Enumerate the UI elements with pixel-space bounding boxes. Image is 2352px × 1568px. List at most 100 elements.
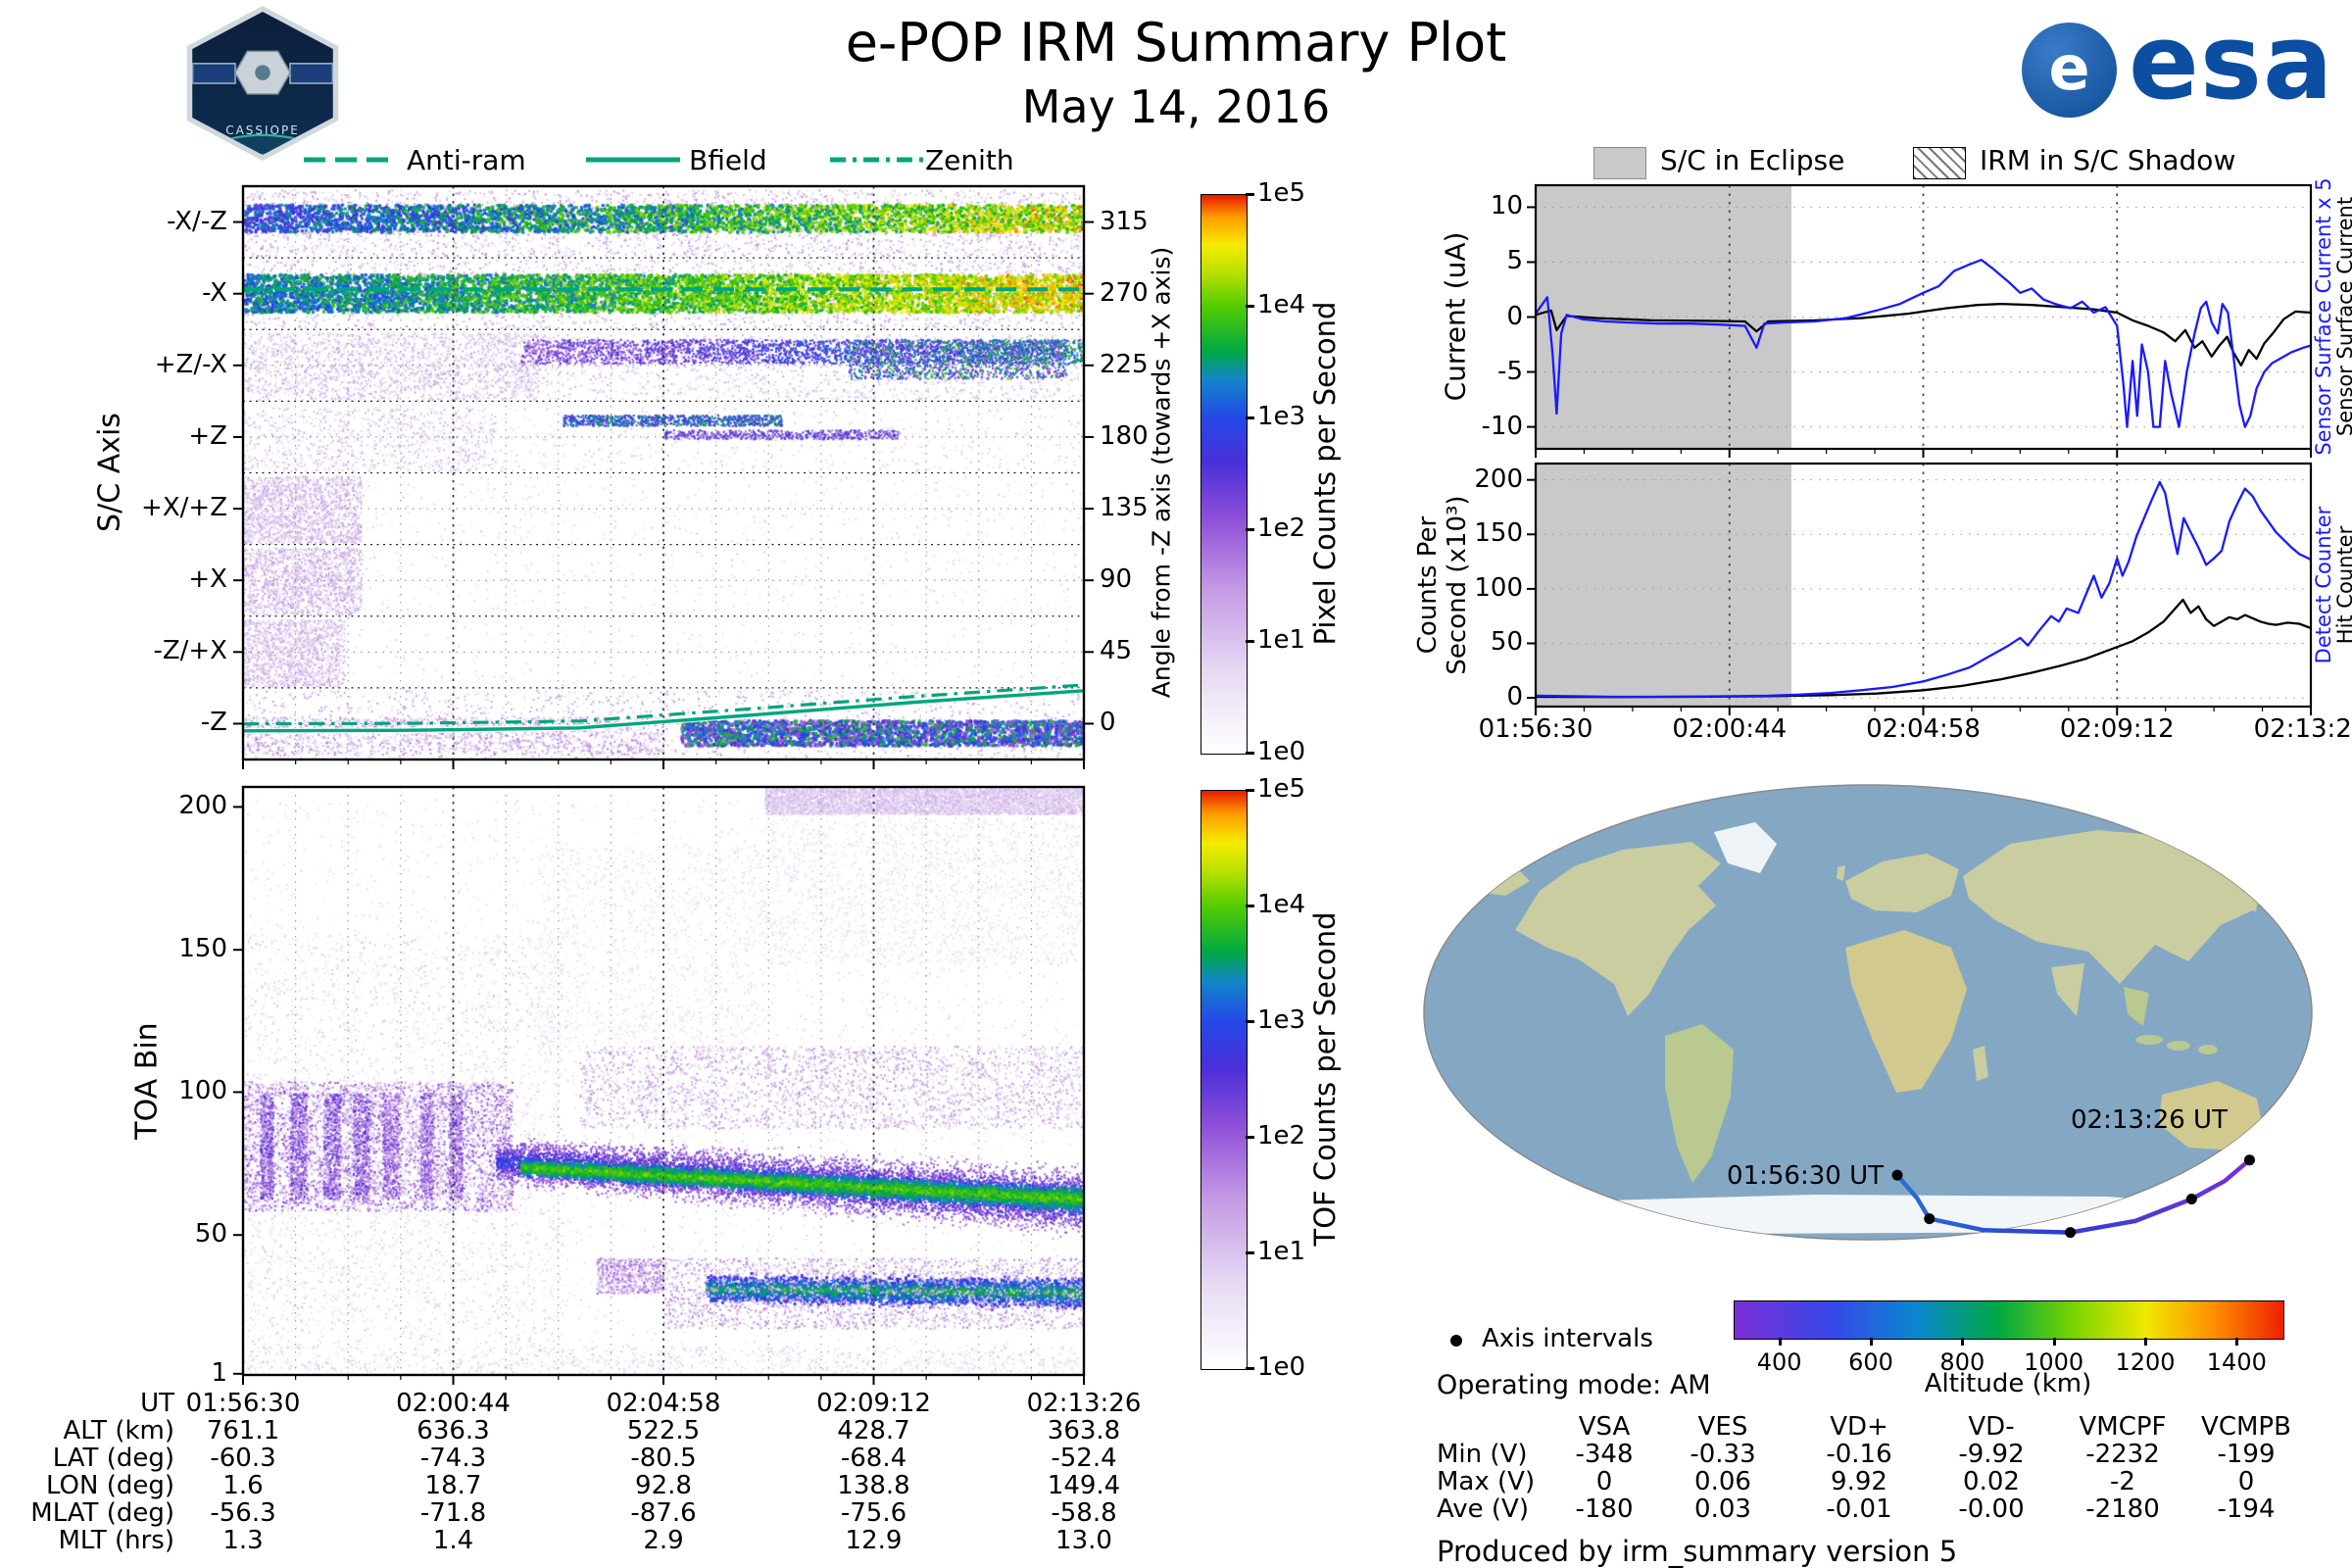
colorbar-tick-label: 1e2 — [1257, 1121, 1306, 1151]
counts-ytick-label: 200 — [1474, 464, 1523, 494]
altitude-tick-mark — [1778, 1338, 1782, 1346]
colorbar-tick-label: 1e5 — [1257, 774, 1306, 804]
voltage-value: -194 — [2217, 1494, 2276, 1524]
colorbar-tick-mark — [1246, 905, 1254, 907]
operating-mode-label: Operating mode: AM — [1437, 1370, 1711, 1400]
altitude-tick-mark — [2235, 1338, 2239, 1346]
counters-panel — [1527, 462, 2313, 715]
ephemeris-value: 02:00:44 — [396, 1389, 511, 1418]
voltage-value: -2232 — [2085, 1440, 2160, 1469]
voltage-value: 0.06 — [1694, 1467, 1751, 1496]
voltage-value: -9.92 — [1958, 1440, 2025, 1469]
time-tick-label: 02:04:58 — [1866, 714, 1981, 744]
voltage-column-header: VMCPF — [2079, 1412, 2167, 1442]
ephemeris-row-label: MLAT (deg) — [30, 1498, 174, 1528]
voltage-value: 0.02 — [1963, 1467, 2020, 1496]
esa-globe-letter: e — [2048, 32, 2090, 104]
esa-globe-icon: e — [2022, 23, 2117, 118]
colorbar-tick-mark — [1246, 1367, 1254, 1370]
toa-heatmap — [243, 787, 1084, 1375]
shadow-swatch — [1913, 147, 1966, 179]
ephemeris-value: 01:56:30 — [185, 1389, 301, 1418]
ephemeris-value: 02:13:26 — [1026, 1389, 1142, 1418]
produced-by-label: Produced by irm_summary version 5 — [1437, 1535, 1958, 1568]
ephemeris-value: -60.3 — [210, 1444, 276, 1473]
sensor-current-panel — [1527, 183, 2313, 458]
bfield-line-sample — [586, 157, 680, 163]
current-ytick-label: -10 — [1481, 411, 1523, 441]
voltage-value: -180 — [1575, 1494, 1634, 1524]
track-end-time-label: 02:13:26 UT — [2071, 1105, 2228, 1135]
voltage-value: -0.33 — [1690, 1440, 1756, 1469]
current-ytick-label: 10 — [1490, 191, 1523, 221]
ephemeris-value: 1.6 — [222, 1471, 264, 1500]
voltage-column-header: VD+ — [1830, 1412, 1888, 1442]
ephemeris-value: 12.9 — [845, 1526, 903, 1555]
tof-counts-colorbar — [1200, 790, 1248, 1370]
ephemeris-value: -71.8 — [419, 1498, 487, 1528]
axis-intervals-label: Axis intervals — [1482, 1324, 1653, 1353]
time-tick-label: 02:00:44 — [1672, 714, 1788, 744]
voltage-value: 9.92 — [1831, 1467, 1887, 1496]
legend-anti-ram-label: Anti-ram — [407, 144, 526, 176]
toa-tick-label: 1 — [211, 1357, 227, 1388]
voltage-value: -0.16 — [1826, 1440, 1892, 1469]
angle-tick-label: 135 — [1100, 493, 1149, 523]
voltage-value: 0.03 — [1694, 1494, 1751, 1524]
altitude-tick-label: 1400 — [2206, 1348, 2267, 1376]
altitude-tick-mark — [1961, 1338, 1965, 1346]
detect-counter-label: Detect Counter — [2312, 506, 2335, 664]
ephemeris-row-label: ALT (km) — [63, 1416, 174, 1446]
ephemeris-value: -52.4 — [1051, 1444, 1117, 1473]
altitude-tick-label: 800 — [1939, 1348, 1985, 1376]
ephemeris-value: 138.8 — [837, 1471, 910, 1500]
voltage-value: -2 — [2110, 1467, 2135, 1496]
colorbar-tick-label: 1e5 — [1257, 178, 1306, 208]
sensor-current-plot — [1527, 183, 2313, 458]
shadow-legend-label: IRM in S/C Shadow — [1980, 144, 2236, 176]
colorbar-tick-label: 1e2 — [1257, 514, 1306, 543]
time-tick-label: 02:09:12 — [2059, 714, 2175, 744]
hit-counter-label: Hit Counter — [2333, 525, 2352, 645]
sc-axis-spectrogram-panel — [233, 184, 1094, 769]
map-ocean — [1423, 784, 2313, 1241]
current-ytick-label: 5 — [1506, 246, 1523, 276]
voltage-row-label: Max (V) — [1437, 1467, 1536, 1496]
legend-bfield-label: Bfield — [689, 144, 767, 176]
toa-tick-label: 150 — [178, 934, 227, 964]
esa-wordmark: esa — [2129, 2, 2334, 122]
colorbar-tick-mark — [1246, 528, 1254, 531]
world-map: 01:56:30 UT 02:13:26 UT — [1423, 784, 2313, 1241]
colorbar-tick-label: 1e0 — [1257, 737, 1306, 766]
colorbar-tick-label: 1e1 — [1257, 1237, 1306, 1266]
voltage-column-header: VCMPB — [2201, 1412, 2291, 1442]
time-tick-label: 02:13:26 — [2253, 714, 2352, 744]
orbit-track — [1891, 1154, 2255, 1239]
altitude-bar-label: Altitude (km) — [1924, 1369, 2092, 1398]
sc-axis-category-label: -X/-Z — [167, 206, 227, 236]
sensor-surface-current-label: Sensor Surface Current — [2333, 196, 2352, 437]
ephemeris-value: 02:04:58 — [606, 1389, 721, 1418]
ephemeris-value: -74.3 — [419, 1444, 487, 1473]
ephemeris-value: -87.6 — [630, 1498, 697, 1528]
counters-plot — [1527, 462, 2313, 715]
ephemeris-value: 1.4 — [432, 1526, 474, 1555]
counts-ytick-label: 150 — [1474, 518, 1523, 549]
ephemeris-row-label: MLT (hrs) — [58, 1526, 175, 1555]
pixel-counts-colorbar — [1200, 194, 1248, 755]
ephemeris-value: 02:09:12 — [816, 1389, 931, 1418]
anti-ram-line-sample — [304, 157, 398, 163]
colorbar-tick-label: 1e4 — [1257, 290, 1306, 319]
current-ytick-label: 0 — [1506, 301, 1523, 331]
eclipse-legend-label: S/C in Eclipse — [1660, 144, 1845, 176]
colorbar-tick-label: 1e4 — [1257, 890, 1306, 919]
ephemeris-value: -58.8 — [1051, 1498, 1117, 1528]
colorbar-tick-label: 1e0 — [1257, 1352, 1306, 1382]
angle-tick-label: 90 — [1100, 564, 1133, 595]
voltage-value: 0 — [1595, 1467, 1613, 1496]
pixel-colorbar-label: Pixel Counts per Second — [1308, 301, 1342, 646]
colorbar-tick-label: 1e3 — [1257, 402, 1306, 431]
ephemeris-value: 428.7 — [837, 1416, 910, 1446]
sc-axis-category-label: -Z/+X — [153, 636, 227, 666]
